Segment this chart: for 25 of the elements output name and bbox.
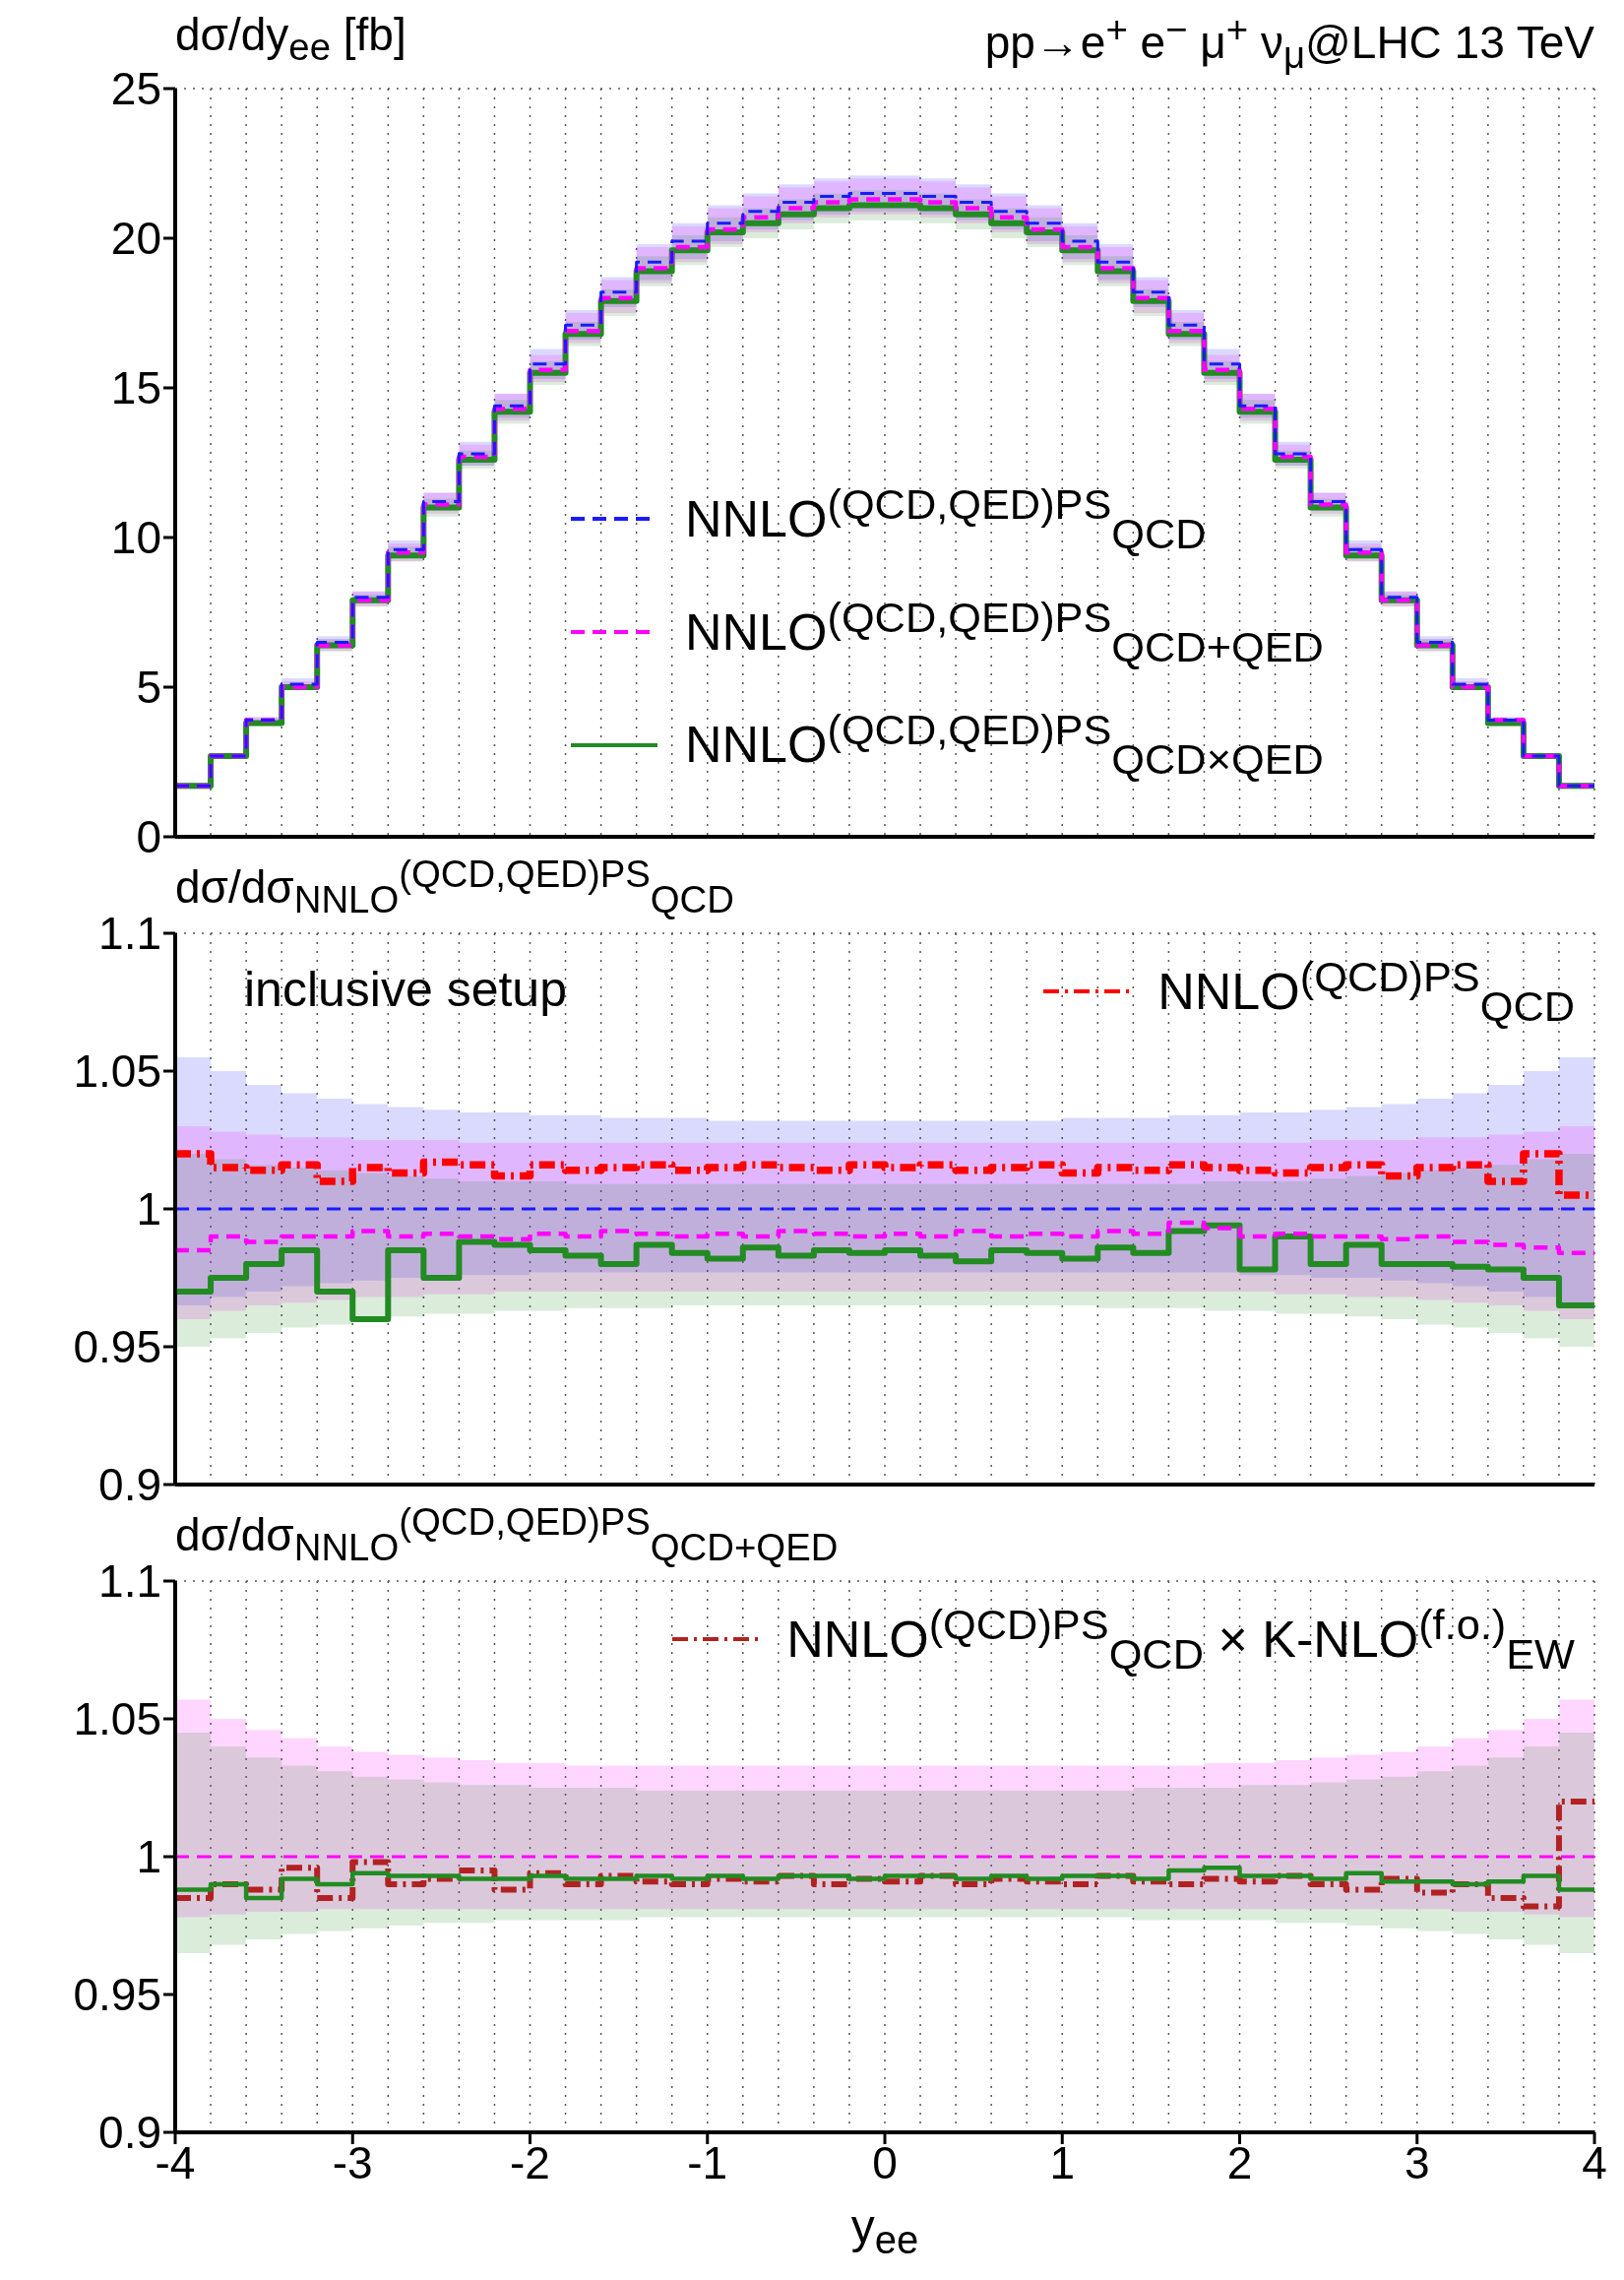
y-tick-label: 15 — [110, 362, 161, 414]
y-tick-label: 1.1 — [98, 1555, 161, 1608]
chart-title: pp→e$^{+}$ e$^{−}$ μ$^{+}$ ν$_{μ}$@LHC 13 TeV — [984, 8, 1594, 77]
annotation: inclusive setup — [244, 962, 567, 1017]
x-tick-label: 0 — [872, 2136, 898, 2188]
y-axis-title: dσ/dy$_{ee}$ [fb] — [175, 9, 406, 69]
y-tick-label: 10 — [110, 512, 161, 564]
y-tick-label: 25 — [110, 63, 161, 115]
y-tick-label: 1.05 — [73, 1045, 161, 1098]
x-axis-title: y$_{ee}$ — [850, 2200, 919, 2261]
x-tick-label: 3 — [1404, 2136, 1430, 2188]
x-tick-label: -1 — [687, 2136, 728, 2188]
y-tick-label: 1 — [136, 1831, 161, 1883]
y-tick-label: 1 — [136, 1183, 161, 1235]
y-tick-label: 1.05 — [73, 1693, 161, 1745]
y-tick-label: 0.95 — [73, 1321, 161, 1373]
x-tick-label: 2 — [1226, 2136, 1253, 2188]
x-tick-label: -2 — [510, 2136, 550, 2188]
x-tick-label: -3 — [332, 2136, 373, 2188]
y-tick-label: 20 — [110, 213, 161, 265]
y-tick-label: 1.1 — [98, 908, 161, 960]
x-tick-label: 1 — [1049, 2136, 1076, 2188]
y-tick-label: 5 — [136, 662, 161, 714]
y-tick-label: 0.95 — [73, 1969, 161, 2021]
x-tick-label: 4 — [1582, 2136, 1607, 2188]
